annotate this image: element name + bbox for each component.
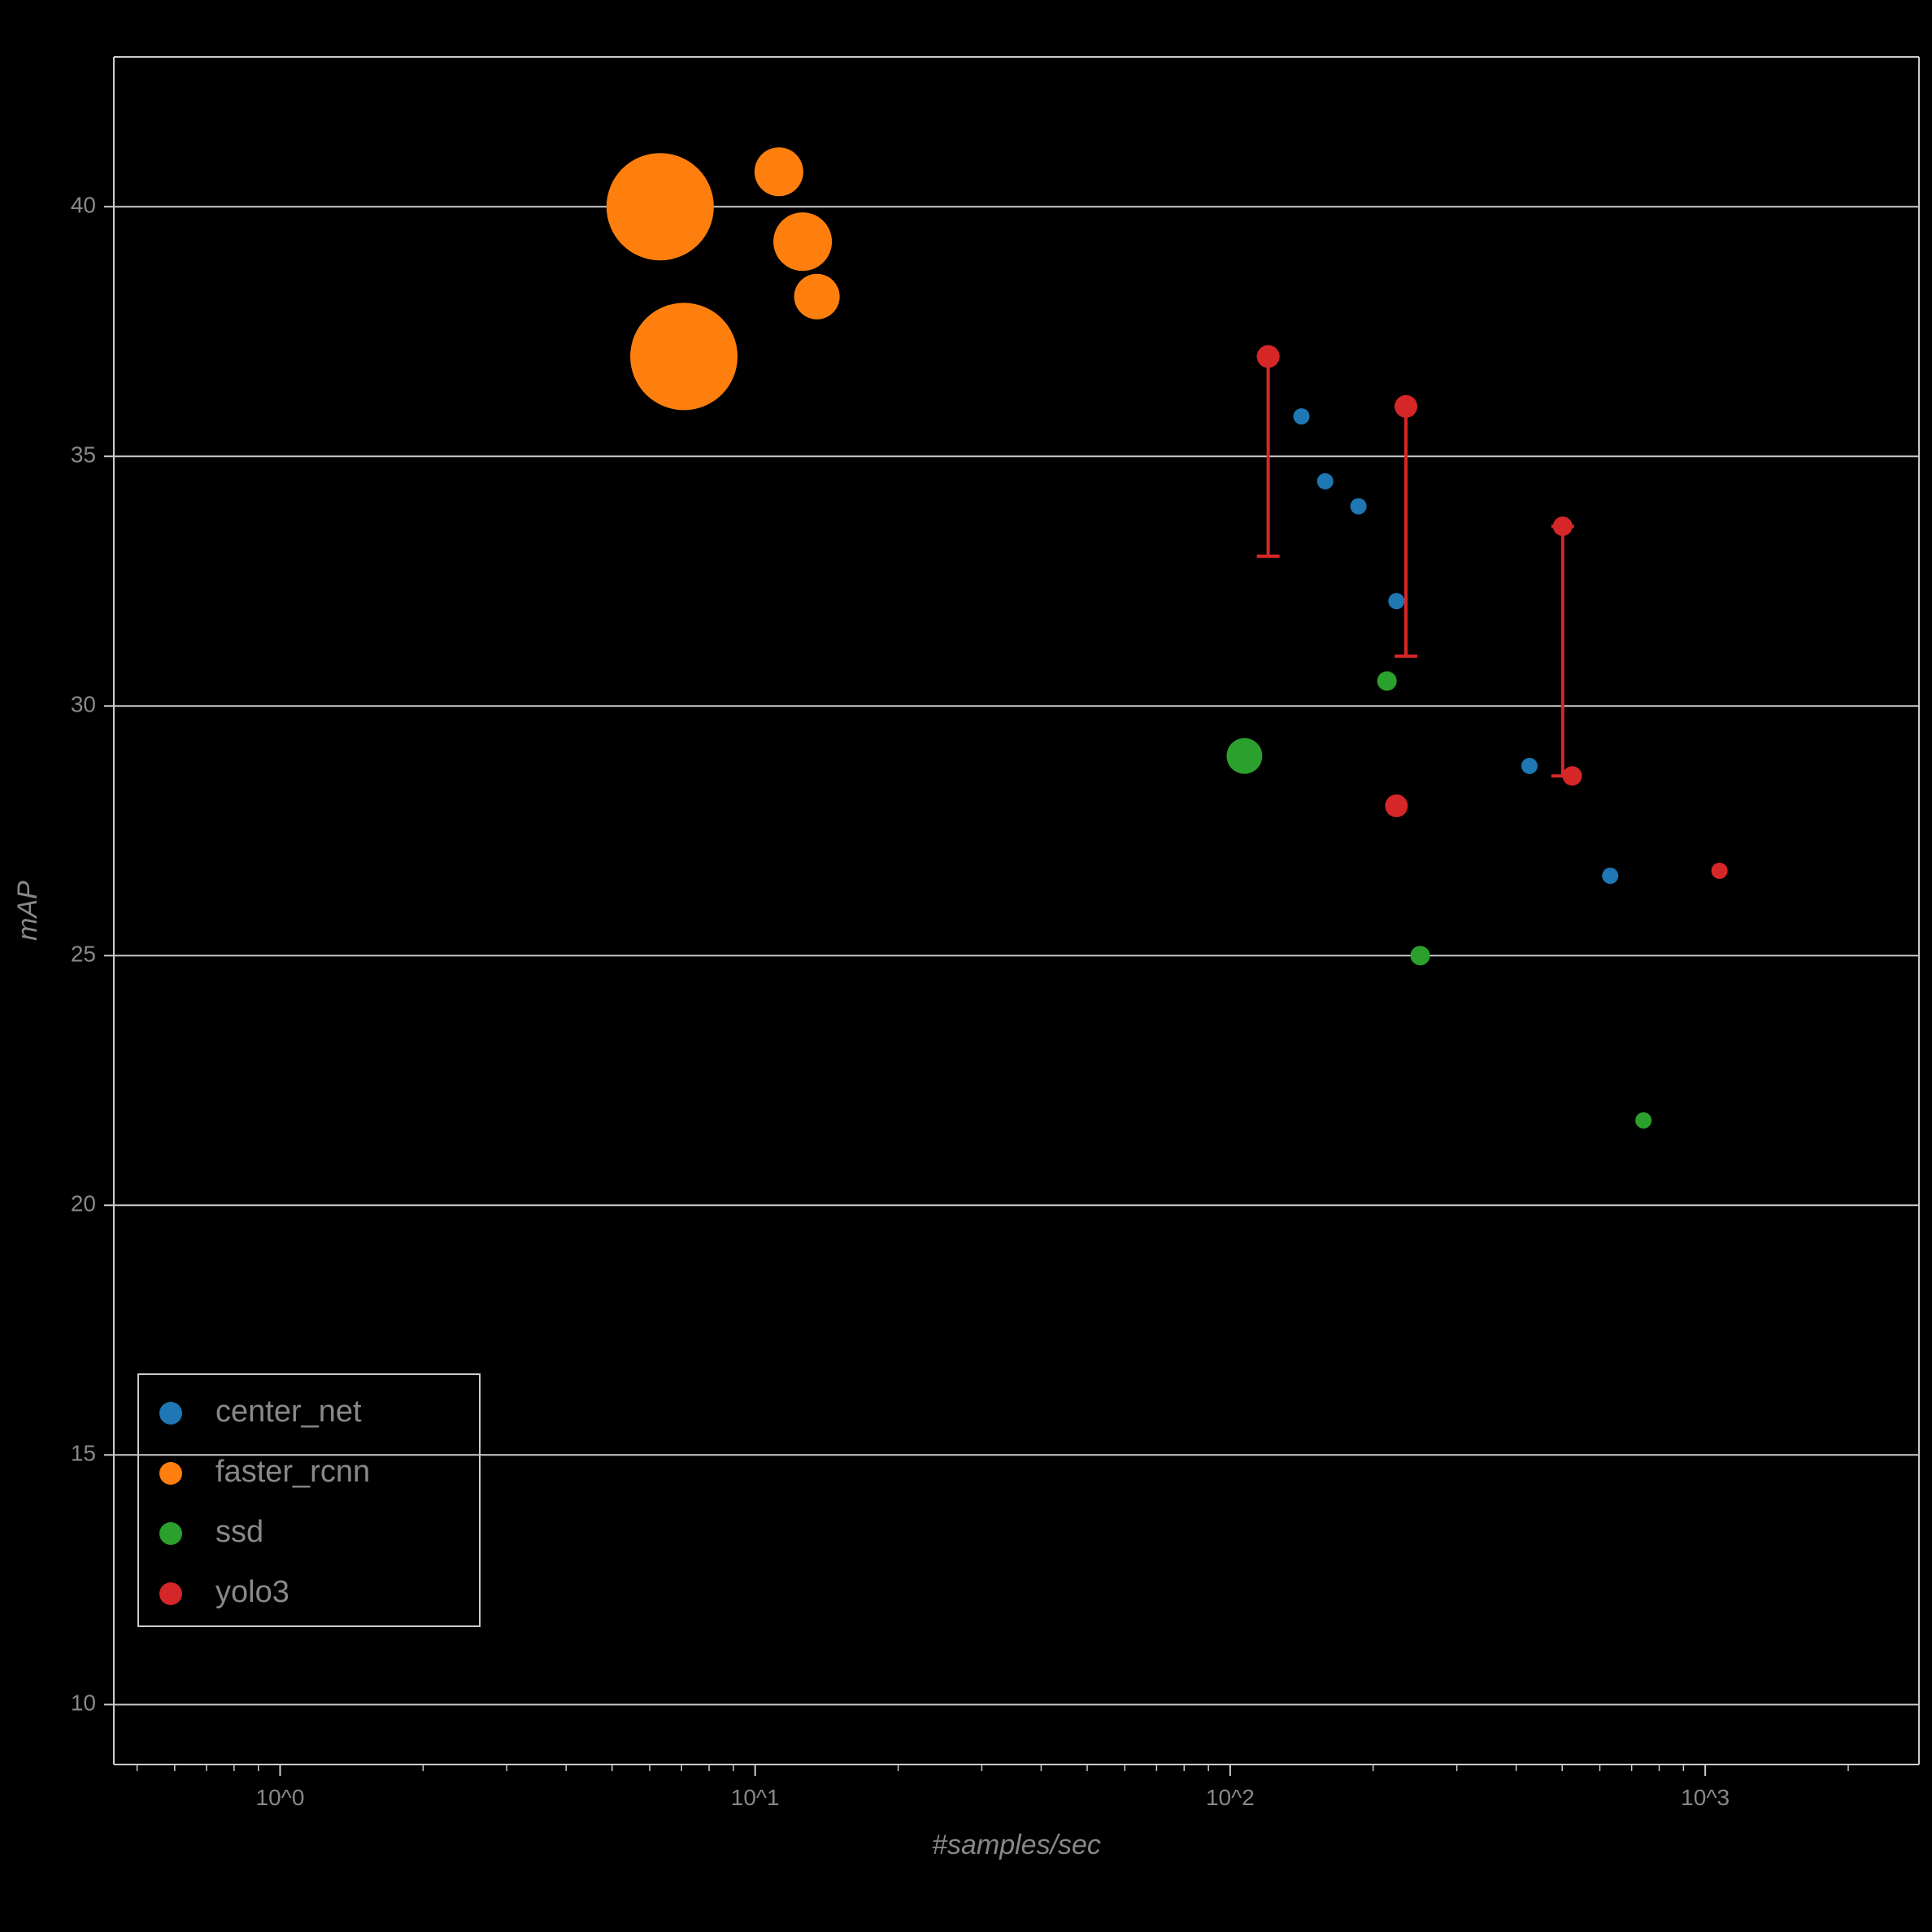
x-tick-label: 10^3 — [1681, 1785, 1730, 1810]
data-point[interactable] — [1257, 345, 1280, 368]
data-point[interactable] — [755, 147, 803, 196]
y-tick-label: 40 — [71, 193, 96, 218]
x-tick-label: 10^2 — [1206, 1785, 1255, 1810]
legend-marker[interactable] — [159, 1522, 182, 1545]
data-point[interactable] — [1317, 473, 1334, 490]
data-point[interactable] — [1226, 738, 1262, 774]
y-tick-label: 30 — [71, 692, 96, 717]
legend-marker[interactable] — [159, 1582, 182, 1605]
data-point[interactable] — [1635, 1112, 1651, 1129]
y-tick-label: 20 — [71, 1191, 96, 1216]
data-point[interactable] — [1388, 593, 1404, 609]
data-point[interactable] — [794, 274, 840, 320]
data-point[interactable] — [1377, 672, 1397, 691]
x-axis-label: #samples/sec — [932, 1830, 1101, 1860]
legend-label[interactable]: yolo3 — [215, 1575, 289, 1609]
legend-label[interactable]: faster_rcnn — [215, 1455, 370, 1489]
y-tick-label: 35 — [71, 442, 96, 468]
data-point[interactable] — [1294, 408, 1310, 424]
data-point[interactable] — [1395, 395, 1417, 418]
y-axis-label: mAP — [12, 881, 43, 941]
data-point[interactable] — [1563, 766, 1582, 785]
data-point[interactable] — [1521, 758, 1538, 774]
legend-marker[interactable] — [159, 1402, 182, 1425]
data-point[interactable] — [630, 302, 738, 410]
y-tick-label: 25 — [71, 942, 96, 967]
x-tick-label: 10^0 — [256, 1785, 305, 1810]
legend-marker[interactable] — [159, 1462, 182, 1485]
data-point[interactable] — [1411, 946, 1430, 965]
data-point[interactable] — [1553, 516, 1573, 536]
legend-label[interactable]: center_net — [215, 1395, 362, 1429]
data-point[interactable] — [1351, 498, 1367, 515]
x-tick-label: 10^1 — [731, 1785, 780, 1810]
data-point[interactable] — [607, 153, 714, 260]
data-point[interactable] — [1602, 868, 1618, 884]
y-tick-label: 10 — [71, 1690, 96, 1716]
chart-background — [0, 0, 1932, 1932]
data-point[interactable] — [1712, 863, 1728, 879]
chart-svg: 10 15 20 25 30 35 40 10^0 10^1 10^2 10^3 mAP #sample… — [0, 0, 1932, 1932]
legend-label[interactable]: ssd — [215, 1515, 263, 1549]
data-point[interactable] — [1385, 794, 1408, 817]
y-tick-label: 15 — [71, 1441, 96, 1466]
chart-root: 10 15 20 25 30 35 40 10^0 10^1 10^2 10^3 mAP #sample… — [0, 0, 1932, 1932]
data-point[interactable] — [773, 212, 832, 271]
